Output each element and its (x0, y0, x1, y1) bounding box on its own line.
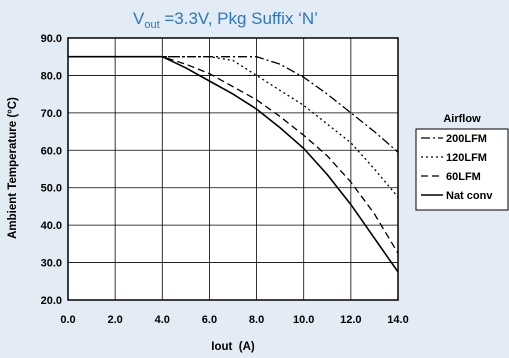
legend-label-120lfm: 120LFM (446, 152, 487, 164)
gridlines (68, 38, 398, 300)
x-tick-label: 10.0 (293, 314, 314, 326)
legend-title: Airflow (443, 113, 481, 125)
legend-label-nat-conv: Nat conv (446, 190, 493, 202)
chart-title: Vout =3.3V, Pkg Suffix ‘N’ (133, 9, 318, 31)
plot-area (68, 38, 398, 300)
y-tick-label: 40.0 (41, 220, 62, 232)
x-tick-label: 0.0 (60, 314, 75, 326)
x-tick-label: 12.0 (340, 314, 361, 326)
y-tick-label: 60.0 (41, 145, 62, 157)
x-tick-label: 14.0 (387, 314, 408, 326)
chart-title-main: V (133, 9, 145, 28)
y-tick-labels: 20.0 30.0 40.0 50.0 60.0 70.0 80.0 90.0 (41, 33, 62, 307)
y-axis-label: Ambient Temperature (°C) (7, 97, 19, 239)
x-tick-label: 4.0 (155, 314, 170, 326)
plot-background (68, 38, 398, 300)
legend: Airflow 200LFM 120LFM 60LFM Nat conv (415, 113, 509, 211)
y-tick-label: 50.0 (41, 183, 62, 195)
chart-title-rest: =3.3V, Pkg Suffix ‘N’ (160, 9, 318, 28)
series-lines (68, 55, 399, 273)
x-tick-label: 6.0 (202, 314, 217, 326)
chart-title-subscript: out (144, 19, 159, 31)
y-tick-label: 30.0 (41, 258, 62, 270)
y-tick-label: 90.0 (41, 33, 62, 45)
x-axis-label: Iout (A) (211, 341, 255, 353)
y-tick-label: 80.0 (41, 70, 62, 82)
series-line-120lfm (68, 56, 399, 198)
series-line-nat-conv (68, 55, 399, 273)
x-tick-label: 2.0 (107, 314, 122, 326)
plot-frame (67, 37, 399, 301)
legend-label-60lfm: 60LFM (446, 171, 481, 183)
series-line-60lfm (68, 56, 399, 254)
x-tick-labels: 0.0 2.0 4.0 6.0 8.0 10.0 12.0 14.0 (60, 314, 408, 326)
legend-box (415, 128, 509, 211)
legend-label-200lfm: 200LFM (446, 133, 487, 145)
x-tick-label: 8.0 (249, 314, 264, 326)
y-tick-label: 70.0 (41, 108, 62, 120)
y-tick-label: 20.0 (41, 295, 62, 307)
